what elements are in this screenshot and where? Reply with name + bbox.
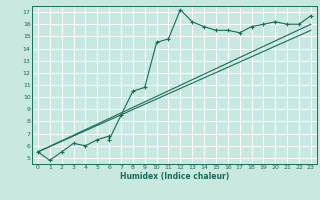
X-axis label: Humidex (Indice chaleur): Humidex (Indice chaleur) [120, 172, 229, 181]
